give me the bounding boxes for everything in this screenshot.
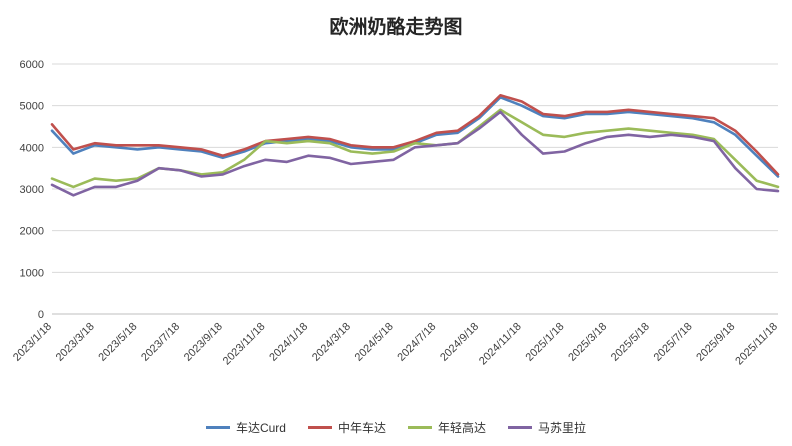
y-tick-label: 4000 [20, 142, 44, 154]
series-line-0 [50, 95, 780, 178]
legend-item: 车达Curd [205, 419, 286, 436]
series-line-3 [50, 110, 780, 197]
x-tick-label: 2023/5/18 [96, 321, 139, 364]
legend-item: 年轻高达 [408, 419, 486, 436]
x-tick-label: 2024/9/18 [438, 321, 481, 364]
y-tick-label: 5000 [20, 101, 44, 113]
legend-label: 年轻高达 [438, 421, 487, 435]
series-line-1 [50, 93, 780, 176]
legend: 车达Curd 中年车达 年轻高达 马苏里拉 [0, 419, 792, 436]
y-tick-label: 2000 [20, 226, 44, 238]
x-tick-label: 2025/9/18 [694, 321, 737, 364]
line-chart-plot: 0 1000 2000 3000 4000 5000 6000 2023/1/18 2023/3… [11, 59, 780, 368]
x-tick-label: 2025/1/18 [524, 321, 567, 364]
legend-line-swatch [408, 426, 432, 429]
x-tick-label: 2024/11/18 [477, 321, 524, 368]
legend-item: 中年车达 [307, 419, 386, 436]
legend-label: 中年车达 [337, 421, 386, 435]
x-tick-label: 2025/3/18 [566, 321, 609, 364]
x-tick-label: 2025/11/18 [733, 321, 780, 368]
x-tick-label: 2025/5/18 [609, 321, 652, 364]
legend-line-swatch [307, 426, 332, 429]
legend-item: 马苏里拉 [508, 419, 586, 436]
y-tick-label: 3000 [20, 184, 44, 196]
x-tick-label: 2024/3/18 [310, 321, 353, 364]
chart-title: 欧洲奶酪走势图 [329, 17, 463, 38]
legend-label: 车达Curd [235, 421, 286, 435]
x-tick-label: 2024/1/18 [267, 321, 310, 364]
x-tick-label: 2023/3/18 [54, 321, 97, 364]
x-tick-label: 2023/9/18 [182, 321, 225, 364]
y-tick-label: 1000 [20, 267, 44, 279]
legend-line-swatch [205, 426, 230, 429]
legend-line-swatch [508, 426, 533, 429]
y-tick-label: 6000 [20, 59, 44, 71]
x-tick-label: 2023/7/18 [139, 321, 182, 364]
x-tick-label: 2023/1/18 [11, 321, 54, 364]
x-tick-label: 2025/7/18 [652, 321, 695, 364]
x-tick-label: 2023/11/18 [221, 321, 268, 368]
y-tick-label: 0 [38, 309, 44, 321]
x-tick-label: 2024/5/18 [353, 321, 396, 364]
x-tick-label: 2024/7/18 [395, 321, 438, 364]
legend-label: 马苏里拉 [538, 421, 587, 435]
